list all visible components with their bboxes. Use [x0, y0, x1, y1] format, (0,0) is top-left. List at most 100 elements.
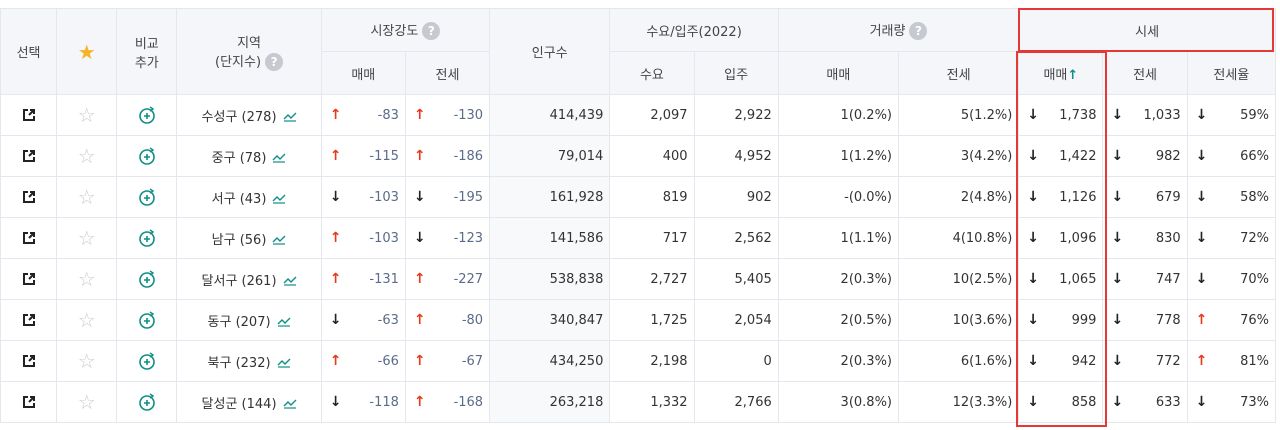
compare-cell[interactable]	[116, 258, 178, 300]
star-filled-icon[interactable]: ★	[77, 39, 96, 64]
compare-add-icon[interactable]	[137, 393, 157, 411]
price-sale: ↓ 1,422	[1018, 135, 1104, 177]
region-name[interactable]: 서구 (43)	[211, 191, 267, 207]
favorite-cell[interactable]: ☆	[56, 340, 118, 382]
external-link-icon[interactable]	[22, 272, 36, 287]
help-icon[interactable]: ?	[909, 22, 928, 41]
table-row[interactable]: ☆ 동구 (207) ↓ -63 ↑ -80 340,847 1,725 2,054 2(0.5%…	[0, 299, 1277, 341]
table-row[interactable]: ☆ 달서구 (261) ↑ -131 ↑ -227 538,838 2,727 5,405 2(0…	[0, 258, 1277, 300]
external-link-icon[interactable]	[22, 108, 36, 123]
region-name[interactable]: 수성구 (278)	[201, 109, 277, 125]
trend-chart-icon[interactable]	[271, 315, 291, 330]
star-outline-icon[interactable]: ☆	[77, 226, 96, 250]
header-ms-jeonse[interactable]: 전세	[404, 51, 491, 95]
region-name[interactable]: 달성군 (144)	[201, 396, 277, 412]
compare-add-icon[interactable]	[137, 270, 157, 288]
open-cell[interactable]	[0, 94, 58, 136]
compare-cell[interactable]	[116, 217, 178, 259]
demand-cell: 819	[609, 176, 695, 218]
favorite-cell[interactable]: ☆	[56, 299, 118, 341]
compare-add-icon[interactable]	[137, 229, 157, 247]
region-name[interactable]: 중구 (78)	[211, 150, 267, 166]
header-ms-sale[interactable]: 매매	[320, 51, 406, 95]
region-name[interactable]: 달서구 (261)	[201, 273, 277, 289]
region-cell[interactable]: 동구 (207)	[176, 299, 322, 341]
external-link-icon[interactable]	[22, 231, 36, 246]
favorite-cell[interactable]: ☆	[56, 217, 118, 259]
table-row[interactable]: ☆ 북구 (232) ↑ -66 ↑ -67 434,250 2,198 0 2(0.3%) 6(1…	[0, 340, 1277, 382]
help-icon[interactable]: ?	[422, 22, 441, 41]
compare-add-icon[interactable]	[137, 106, 157, 124]
region-cell[interactable]: 달서구 (261)	[176, 258, 322, 300]
open-cell[interactable]	[0, 340, 58, 382]
header-price-sale-sorted[interactable]: 매매↑	[1018, 51, 1104, 95]
star-outline-icon[interactable]: ☆	[77, 267, 96, 291]
table-row[interactable]: ☆ 남구 (56) ↑ -103 ↓ -123 141,586 717 2,562 1(1.1%)…	[0, 217, 1277, 259]
region-cell[interactable]: 달성군 (144)	[176, 381, 322, 423]
header-region[interactable]: 지역 (단지수)?	[176, 8, 322, 95]
open-cell[interactable]	[0, 217, 58, 259]
compare-add-icon[interactable]	[137, 352, 157, 370]
compare-cell[interactable]	[116, 381, 178, 423]
header-vol-jeonse[interactable]: 전세	[897, 51, 1020, 95]
favorite-cell[interactable]: ☆	[56, 258, 118, 300]
star-outline-icon[interactable]: ☆	[77, 103, 96, 127]
header-price-jeonse[interactable]: 전세	[1102, 51, 1188, 95]
star-outline-icon[interactable]: ☆	[77, 349, 96, 373]
region-name[interactable]: 북구 (232)	[207, 355, 271, 371]
region-cell[interactable]: 서구 (43)	[176, 176, 322, 218]
compare-add-icon[interactable]	[137, 147, 157, 165]
table-row[interactable]: ☆ 서구 (43) ↓ -103 ↓ -195 161,928 819 902 -(0.0%) 2(…	[0, 176, 1277, 218]
trend-chart-icon[interactable]	[266, 192, 286, 207]
external-link-icon[interactable]	[22, 190, 36, 205]
table-row[interactable]: ☆ 수성구 (278) ↑ -83 ↑ -130 414,439 2,097 2,922 1(0.…	[0, 94, 1277, 136]
open-cell[interactable]	[0, 135, 58, 177]
header-jeonse-rate[interactable]: 전세율	[1186, 51, 1277, 95]
favorite-cell[interactable]: ☆	[56, 381, 118, 423]
favorite-cell[interactable]: ☆	[56, 135, 118, 177]
star-outline-icon[interactable]: ☆	[77, 308, 96, 332]
region-name[interactable]: 동구 (207)	[207, 314, 271, 330]
compare-cell[interactable]	[116, 176, 178, 218]
header-vol-sale[interactable]: 매매	[777, 51, 900, 95]
compare-cell[interactable]	[116, 340, 178, 382]
external-link-icon[interactable]	[22, 354, 36, 369]
help-icon[interactable]: ?	[265, 53, 284, 72]
star-outline-icon[interactable]: ☆	[77, 390, 96, 414]
open-cell[interactable]	[0, 176, 58, 218]
trend-chart-icon[interactable]	[277, 274, 297, 289]
compare-cell[interactable]	[116, 299, 178, 341]
open-cell[interactable]	[0, 381, 58, 423]
header-volume[interactable]: 거래량?	[777, 8, 1020, 52]
compare-add-icon[interactable]	[137, 188, 157, 206]
external-link-icon[interactable]	[22, 395, 36, 410]
header-market-strength[interactable]: 시장강도?	[320, 8, 491, 52]
region-cell[interactable]: 북구 (232)	[176, 340, 322, 382]
region-name[interactable]: 남구 (56)	[211, 232, 267, 248]
region-cell[interactable]: 수성구 (278)	[176, 94, 322, 136]
trend-chart-icon[interactable]	[266, 151, 286, 166]
header-population[interactable]: 인구수	[489, 8, 611, 95]
favorite-cell[interactable]: ☆	[56, 176, 118, 218]
header-favorite[interactable]: ★	[56, 8, 118, 95]
header-demand[interactable]: 수요	[609, 51, 695, 95]
header-move-in[interactable]: 입주	[693, 51, 779, 95]
compare-cell[interactable]	[116, 135, 178, 177]
region-cell[interactable]: 중구 (78)	[176, 135, 322, 177]
region-cell[interactable]: 남구 (56)	[176, 217, 322, 259]
open-cell[interactable]	[0, 258, 58, 300]
favorite-cell[interactable]: ☆	[56, 94, 118, 136]
open-cell[interactable]	[0, 299, 58, 341]
table-row[interactable]: ☆ 달성군 (144) ↓ -118 ↑ -168 263,218 1,332 2,766 3(0…	[0, 381, 1277, 423]
trend-chart-icon[interactable]	[277, 110, 297, 125]
compare-add-icon[interactable]	[137, 311, 157, 329]
trend-chart-icon[interactable]	[271, 356, 291, 371]
table-row[interactable]: ☆ 중구 (78) ↑ -115 ↑ -186 79,014 400 4,952 1(1.2%) 3…	[0, 135, 1277, 177]
compare-cell[interactable]	[116, 94, 178, 136]
external-link-icon[interactable]	[22, 313, 36, 328]
star-outline-icon[interactable]: ☆	[77, 185, 96, 209]
external-link-icon[interactable]	[22, 149, 36, 164]
star-outline-icon[interactable]: ☆	[77, 144, 96, 168]
trend-chart-icon[interactable]	[266, 233, 286, 248]
trend-chart-icon[interactable]	[277, 397, 297, 412]
